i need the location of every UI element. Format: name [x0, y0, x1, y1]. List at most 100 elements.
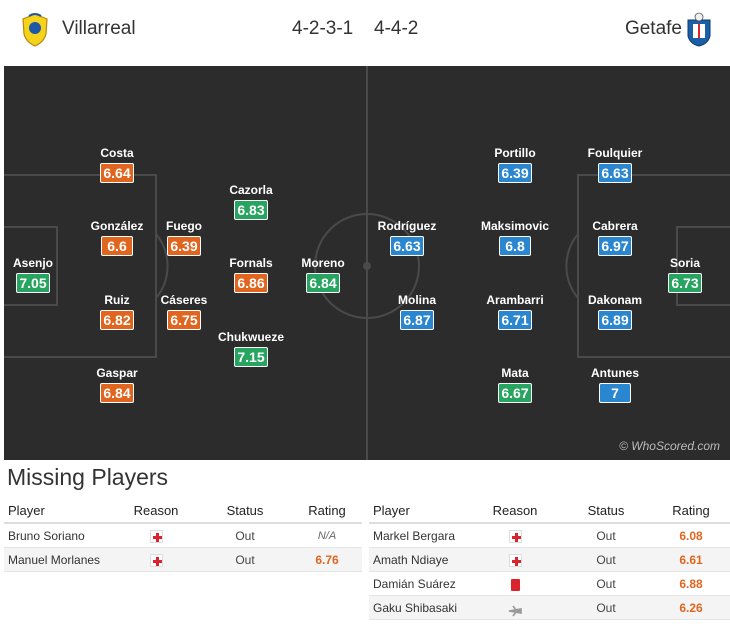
away-player-marker[interactable]: Maksimovic 6.8 — [480, 219, 550, 256]
player-name: Ruiz — [104, 293, 130, 307]
home-player-marker[interactable]: Costa 6.64 — [82, 146, 152, 183]
player-name: González — [90, 219, 144, 233]
player-rating-badge: 6.67 — [498, 383, 532, 403]
away-missing-table: Player Reason Status Rating Markel Berga… — [369, 498, 730, 620]
player-rating-badge: 6.6 — [101, 236, 133, 256]
home-player-marker[interactable]: Cazorla 6.83 — [216, 183, 286, 220]
header-status[interactable]: Status — [587, 503, 625, 518]
reason-cell — [485, 548, 545, 572]
player-rating-badge: 6.97 — [598, 236, 632, 256]
player-name: Antunes — [591, 366, 639, 380]
home-formation: 4-2-3-1 — [292, 18, 354, 39]
home-missing-table: Player Reason Status Rating Bruno Sorian… — [4, 498, 362, 572]
table-row: Markel Bergara Out 6.08 — [369, 524, 730, 548]
away-player-marker[interactable]: Dakonam 6.89 — [580, 293, 650, 330]
player-name: Mata — [501, 366, 529, 380]
rating-cell: 6.76 — [315, 553, 339, 567]
player-name: Molina — [398, 293, 436, 307]
rating-cell: 6.88 — [679, 577, 703, 591]
player-rating-badge: 6.83 — [234, 200, 268, 220]
header-rating[interactable]: Rating — [308, 503, 346, 518]
away-formation: 4-4-2 — [374, 18, 419, 39]
home-player-marker[interactable]: Cáseres 6.75 — [149, 293, 219, 330]
player-name: Fornals — [229, 256, 273, 270]
player-name[interactable]: Gaku Shibasaki — [373, 601, 458, 615]
player-name: Portillo — [494, 146, 536, 160]
away-player-marker[interactable]: Arambarri 6.71 — [480, 293, 550, 330]
player-name: Rodríguez — [377, 219, 437, 233]
home-team-name[interactable]: Villarreal — [62, 18, 136, 39]
away-player-marker[interactable]: Cabrera 6.97 — [580, 219, 650, 256]
home-player-marker[interactable]: González 6.6 — [82, 219, 152, 256]
player-rating-badge: 6.63 — [598, 163, 632, 183]
home-player-marker[interactable]: Asenjo 7.05 — [4, 256, 68, 293]
injury-icon — [149, 530, 163, 544]
header-player[interactable]: Player — [8, 503, 45, 518]
reason-cell — [485, 524, 545, 548]
table-row: Gaku Shibasaki Out 6.26 — [369, 596, 730, 620]
header-status[interactable]: Status — [226, 503, 264, 518]
header-player[interactable]: Player — [373, 503, 410, 518]
away-player-marker[interactable]: Mata 6.67 — [480, 366, 550, 403]
away-player-marker[interactable]: Rodríguez 6.63 — [372, 219, 442, 256]
red-card-icon — [510, 578, 520, 591]
player-name[interactable]: Bruno Soriano — [8, 529, 85, 543]
player-rating-badge: 6.84 — [100, 383, 134, 403]
formation-pitch: Asenjo 7.05 Costa 6.64 González 6.6 Ruiz 6.82 Ga… — [4, 66, 730, 460]
away-player-marker[interactable]: Molina 6.87 — [382, 293, 452, 330]
player-rating-badge: 6.39 — [167, 236, 201, 256]
player-name: Cabrera — [592, 219, 638, 233]
player-rating-badge: 6.84 — [306, 273, 340, 293]
status-cell: Out — [235, 529, 255, 543]
home-player-marker[interactable]: Fornals 6.86 — [216, 256, 286, 293]
home-player-marker[interactable]: Moreno 6.84 — [288, 256, 358, 293]
header-reason[interactable]: Reason — [492, 503, 538, 518]
player-rating-badge: 6.87 — [400, 310, 434, 330]
rating-cell: 6.61 — [679, 553, 703, 567]
player-name: Moreno — [301, 256, 345, 270]
player-name: Maksimovic — [480, 219, 550, 233]
header-rating[interactable]: Rating — [672, 503, 710, 518]
getafe-crest-icon — [687, 12, 711, 47]
player-rating-badge: 6.8 — [499, 236, 531, 256]
away-player-marker[interactable]: Antunes 7 — [580, 366, 650, 403]
player-rating-badge: 6.82 — [100, 310, 134, 330]
plane-icon — [508, 602, 522, 617]
away-player-marker[interactable]: Soria 6.73 — [650, 256, 720, 293]
away-player-marker[interactable]: Portillo 6.39 — [480, 146, 550, 183]
player-name[interactable]: Damián Suárez — [373, 577, 456, 591]
player-rating-badge: 6.71 — [498, 310, 532, 330]
away-missing-rows: Markel Bergara Out 6.08 Amath Ndiaye Out 6.61… — [369, 524, 730, 620]
player-name[interactable]: Markel Bergara — [373, 529, 456, 543]
status-cell: Out — [596, 601, 616, 615]
home-player-marker[interactable]: Fuego 6.39 — [149, 219, 219, 256]
player-rating-badge: 7.15 — [234, 347, 268, 367]
rating-cell: N/A — [317, 530, 337, 542]
away-player-marker[interactable]: Foulquier 6.63 — [580, 146, 650, 183]
table-row: Amath Ndiaye Out 6.61 — [369, 548, 730, 572]
reason-cell — [126, 548, 186, 572]
injury-icon — [149, 554, 163, 568]
home-player-marker[interactable]: Gaspar 6.84 — [82, 366, 152, 403]
reason-cell — [485, 572, 545, 596]
player-name: Asenjo — [12, 256, 53, 270]
rating-cell: 6.26 — [679, 601, 703, 615]
player-rating-badge: 6.64 — [100, 163, 134, 183]
player-name: Soria — [669, 256, 700, 270]
home-player-marker[interactable]: Ruiz 6.82 — [82, 293, 152, 330]
player-rating-badge: 7 — [599, 383, 631, 403]
header-reason[interactable]: Reason — [133, 503, 179, 518]
reason-cell — [485, 596, 545, 620]
player-name: Chukwueze — [217, 330, 284, 344]
player-name[interactable]: Manuel Morlanes — [8, 553, 101, 567]
player-rating-badge: 6.75 — [167, 310, 201, 330]
away-team-name[interactable]: Getafe — [624, 18, 682, 39]
player-rating-badge: 6.86 — [234, 273, 268, 293]
table-row: Bruno Soriano Out N/A — [4, 524, 362, 548]
player-name: Arambarri — [486, 293, 544, 307]
player-name[interactable]: Amath Ndiaye — [373, 553, 449, 567]
match-header: Villarreal 4-2-3-1 4-4-2 Getafe — [0, 0, 730, 62]
home-player-marker[interactable]: Chukwueze 7.15 — [216, 330, 286, 367]
status-cell: Out — [596, 553, 616, 567]
player-rating-badge: 6.89 — [598, 310, 632, 330]
